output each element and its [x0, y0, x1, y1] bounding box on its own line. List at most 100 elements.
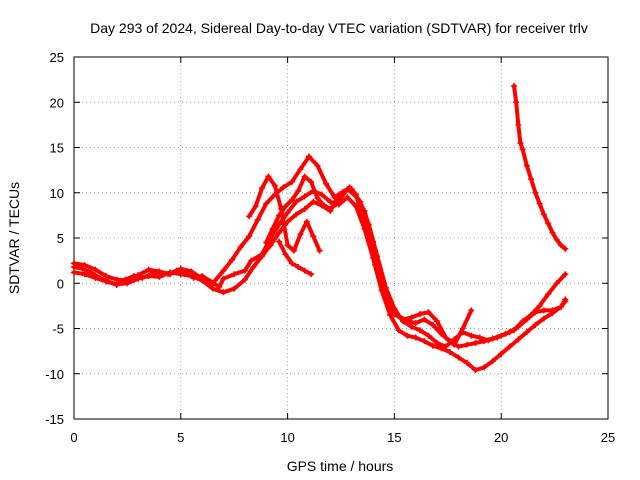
data-point: [145, 273, 152, 280]
data-point: [498, 332, 505, 339]
data-traces: [71, 82, 569, 374]
data-point: [408, 323, 415, 330]
x-tick-label: 10: [280, 430, 294, 445]
data-point: [288, 178, 295, 185]
data-point: [346, 184, 353, 191]
data-point: [464, 341, 471, 348]
data-point: [156, 268, 163, 275]
data-point: [434, 318, 441, 325]
data-point: [92, 266, 99, 273]
data-point: [252, 203, 259, 210]
data-point: [265, 173, 272, 180]
data-point: [220, 289, 227, 296]
data-point: [468, 332, 475, 339]
data-point: [276, 221, 283, 228]
data-point: [295, 263, 302, 270]
data-point: [258, 185, 265, 192]
data-point: [258, 253, 265, 260]
data-point: [408, 314, 415, 321]
x-tick-labels: 0 5 10 15 20 25: [70, 430, 615, 445]
data-point: [515, 336, 522, 343]
data-point: [558, 303, 565, 310]
data-point: [229, 256, 236, 263]
data-point: [241, 267, 248, 274]
data-point: [316, 247, 323, 254]
data-point: [288, 260, 295, 267]
data-point: [511, 82, 518, 89]
data-point: [327, 198, 334, 205]
data-point: [177, 265, 184, 272]
data-point: [378, 283, 385, 290]
data-point: [481, 338, 488, 345]
series-track-e: [246, 173, 323, 254]
data-point: [523, 316, 530, 323]
data-point: [553, 280, 560, 287]
data-point: [513, 99, 520, 106]
data-point: [246, 213, 253, 220]
data-point: [540, 307, 547, 314]
data-point: [562, 271, 569, 278]
data-point: [145, 266, 152, 273]
y-tick-label: 20: [50, 95, 64, 110]
data-point: [310, 198, 317, 205]
data-point: [103, 273, 110, 280]
x-tick-label: 0: [70, 430, 77, 445]
data-point: [220, 275, 227, 282]
y-tick-label: 25: [50, 50, 64, 65]
data-point: [532, 321, 539, 328]
chart-title: Day 293 of 2024, Sidereal Day-to-day VTE…: [90, 20, 588, 36]
data-point: [558, 242, 565, 249]
data-point: [365, 236, 372, 243]
x-tick-label: 5: [177, 430, 184, 445]
data-point: [404, 332, 411, 339]
data-point: [553, 236, 560, 243]
data-point: [340, 191, 347, 198]
data-point: [528, 176, 535, 183]
data-point: [284, 242, 291, 249]
data-point: [498, 350, 505, 357]
data-point: [489, 358, 496, 365]
data-point: [323, 180, 330, 187]
data-point: [421, 316, 428, 323]
y-tick-label: 5: [57, 231, 64, 246]
data-point: [209, 285, 216, 292]
data-point: [288, 196, 295, 203]
data-point: [344, 194, 351, 201]
data-point: [549, 307, 556, 314]
data-point: [92, 274, 99, 281]
data-point: [284, 218, 291, 225]
data-point: [387, 311, 394, 318]
y-tick-label: 0: [57, 276, 64, 291]
series-track-c: [71, 186, 569, 350]
data-point: [472, 339, 479, 346]
data-point: [71, 269, 77, 276]
data-point: [320, 202, 327, 209]
series-track-a: [71, 187, 569, 374]
data-point: [310, 233, 317, 240]
data-point: [308, 271, 315, 278]
grid-lines: [74, 57, 608, 419]
data-point: [562, 245, 569, 252]
data-point: [293, 198, 300, 205]
data-point: [314, 162, 321, 169]
data-point: [536, 200, 543, 207]
y-tick-label: 10: [50, 186, 64, 201]
series-track-g: [276, 238, 315, 278]
data-point: [284, 209, 291, 216]
y-tick-label: -15: [45, 412, 64, 427]
data-point: [523, 162, 530, 169]
data-point: [549, 229, 556, 236]
data-point: [156, 273, 163, 280]
data-point: [188, 273, 195, 280]
data-point: [135, 275, 142, 282]
data-point: [412, 320, 419, 327]
data-point: [506, 343, 513, 350]
data-point: [532, 189, 539, 196]
data-point: [391, 311, 398, 318]
data-point: [303, 218, 310, 225]
data-point: [293, 211, 300, 218]
data-point: [250, 263, 257, 270]
data-point: [301, 173, 308, 180]
data-point: [231, 285, 238, 292]
data-point: [297, 166, 304, 173]
